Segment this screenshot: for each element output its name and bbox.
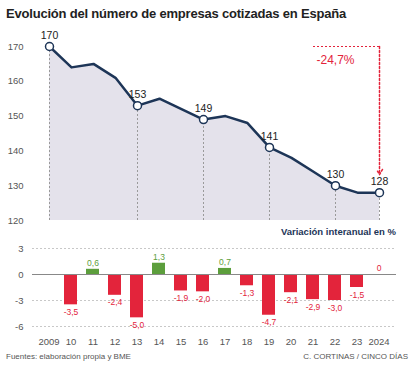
svg-text:23: 23	[352, 336, 363, 347]
svg-text:-1,5: -1,5	[350, 290, 365, 300]
svg-text:-5,0: -5,0	[130, 320, 145, 330]
svg-text:2024: 2024	[368, 336, 389, 347]
svg-text:2009: 2009	[38, 336, 59, 347]
svg-text:-24,7%: -24,7%	[316, 53, 354, 67]
svg-text:11: 11	[88, 336, 98, 347]
html-text:Variación interanual en %: Variación interanual en %	[280, 226, 396, 237]
svg-text:153: 153	[129, 88, 147, 100]
svg-text:12: 12	[110, 336, 121, 347]
svg-text:10: 10	[66, 336, 77, 347]
svg-text:-1,3: -1,3	[240, 288, 255, 298]
svg-text:19: 19	[264, 336, 275, 347]
svg-text:15: 15	[176, 336, 187, 347]
svg-text:22: 22	[330, 336, 341, 347]
svg-text:-3,5: -3,5	[64, 307, 79, 317]
svg-text:130: 130	[8, 180, 24, 191]
svg-text:-2,1: -2,1	[284, 295, 299, 305]
svg-text:170: 170	[41, 29, 59, 41]
svg-text:149: 149	[195, 102, 213, 114]
svg-text:120: 120	[8, 215, 24, 226]
svg-text:170: 170	[8, 41, 24, 52]
svg-text:13: 13	[132, 336, 143, 347]
svg-text:-3,0: -3,0	[328, 303, 343, 313]
svg-text:17: 17	[220, 336, 231, 347]
svg-text:-6: -6	[15, 321, 23, 332]
html-text:Evolución del número de empres: Evolución del número de empresas cotizad…	[6, 6, 346, 21]
svg-text:18: 18	[242, 336, 253, 347]
html-text:C. CORTINAS / CINCO DÍAS: C. CORTINAS / CINCO DÍAS	[303, 352, 408, 361]
svg-text:141: 141	[261, 130, 279, 142]
svg-text:20: 20	[286, 336, 297, 347]
svg-text:0: 0	[377, 263, 382, 273]
html-text:Fuentes: elaboración propia y: Fuentes: elaboración propia y BME	[6, 352, 131, 361]
svg-text:150: 150	[8, 110, 24, 121]
svg-text:3: 3	[18, 243, 23, 254]
svg-text:0: 0	[18, 269, 23, 280]
svg-text:0,6: 0,6	[87, 258, 99, 268]
svg-text:160: 160	[8, 75, 24, 86]
svg-text:21: 21	[308, 336, 319, 347]
svg-text:-2,4: -2,4	[108, 297, 123, 307]
svg-text:0,7: 0,7	[219, 257, 231, 267]
svg-text:128: 128	[371, 175, 389, 187]
svg-text:-3: -3	[15, 295, 23, 306]
svg-text:-2,9: -2,9	[306, 302, 321, 312]
svg-text:1,3: 1,3	[153, 252, 165, 262]
svg-text:130: 130	[327, 168, 345, 180]
svg-text:-1,9: -1,9	[174, 293, 189, 303]
svg-text:-2,0: -2,0	[196, 294, 211, 304]
svg-text:-4,7: -4,7	[262, 317, 277, 327]
svg-text:140: 140	[8, 145, 24, 156]
svg-text:14: 14	[154, 336, 165, 347]
svg-text:16: 16	[198, 336, 209, 347]
